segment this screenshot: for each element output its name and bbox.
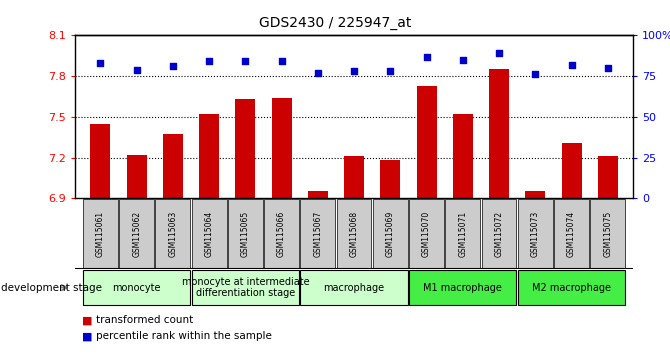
Point xyxy=(385,68,396,74)
Point xyxy=(168,63,178,69)
Bar xyxy=(90,124,111,198)
Point xyxy=(349,68,360,74)
FancyBboxPatch shape xyxy=(446,199,480,268)
Point xyxy=(131,67,142,73)
Text: GSM115069: GSM115069 xyxy=(386,211,395,257)
Bar xyxy=(489,69,509,198)
Text: GSM115070: GSM115070 xyxy=(422,211,431,257)
Bar xyxy=(381,160,400,198)
Bar xyxy=(163,135,183,198)
FancyBboxPatch shape xyxy=(83,270,190,306)
Text: M2 macrophage: M2 macrophage xyxy=(532,282,611,293)
Text: GSM115072: GSM115072 xyxy=(494,211,504,257)
FancyBboxPatch shape xyxy=(409,270,517,306)
Text: GSM115065: GSM115065 xyxy=(241,211,250,257)
FancyBboxPatch shape xyxy=(300,199,335,268)
FancyBboxPatch shape xyxy=(590,199,625,268)
FancyBboxPatch shape xyxy=(554,199,589,268)
Bar xyxy=(561,143,582,198)
Text: transformed count: transformed count xyxy=(96,315,194,325)
Text: GSM115066: GSM115066 xyxy=(277,211,286,257)
Text: development stage: development stage xyxy=(1,282,103,293)
Point xyxy=(240,59,251,64)
Point xyxy=(530,72,541,77)
FancyBboxPatch shape xyxy=(192,199,226,268)
Bar xyxy=(235,99,255,198)
Bar xyxy=(453,114,473,198)
Text: GSM115075: GSM115075 xyxy=(603,211,612,257)
Bar xyxy=(417,86,437,198)
Point xyxy=(276,59,287,64)
Text: GSM115071: GSM115071 xyxy=(458,211,467,257)
Point xyxy=(494,51,505,56)
Text: GDS2430 / 225947_at: GDS2430 / 225947_at xyxy=(259,16,411,30)
FancyBboxPatch shape xyxy=(373,199,408,268)
FancyBboxPatch shape xyxy=(518,270,625,306)
FancyBboxPatch shape xyxy=(300,270,408,306)
Text: monocyte: monocyte xyxy=(113,282,161,293)
Point xyxy=(204,59,214,64)
FancyBboxPatch shape xyxy=(228,199,263,268)
Bar xyxy=(598,156,618,198)
Point xyxy=(421,54,432,59)
FancyBboxPatch shape xyxy=(409,199,444,268)
Text: ■: ■ xyxy=(82,331,92,341)
Bar xyxy=(199,114,219,198)
Text: GSM115074: GSM115074 xyxy=(567,211,576,257)
Text: M1 macrophage: M1 macrophage xyxy=(423,282,502,293)
FancyBboxPatch shape xyxy=(518,199,553,268)
Text: GSM115064: GSM115064 xyxy=(204,211,214,257)
Text: GSM115068: GSM115068 xyxy=(350,211,358,257)
Bar xyxy=(308,192,328,198)
Bar xyxy=(271,98,291,198)
Point xyxy=(602,65,613,71)
FancyBboxPatch shape xyxy=(337,199,371,268)
Point xyxy=(458,57,468,63)
Point xyxy=(95,60,106,66)
Text: percentile rank within the sample: percentile rank within the sample xyxy=(96,331,272,341)
FancyBboxPatch shape xyxy=(192,270,299,306)
FancyBboxPatch shape xyxy=(155,199,190,268)
Text: GSM115067: GSM115067 xyxy=(314,211,322,257)
Bar xyxy=(525,192,545,198)
FancyBboxPatch shape xyxy=(264,199,299,268)
Text: monocyte at intermediate
differentiation stage: monocyte at intermediate differentiation… xyxy=(182,277,309,298)
FancyBboxPatch shape xyxy=(119,199,154,268)
FancyBboxPatch shape xyxy=(83,199,118,268)
Text: GSM115063: GSM115063 xyxy=(168,211,178,257)
Text: macrophage: macrophage xyxy=(324,282,385,293)
Point xyxy=(566,62,577,68)
FancyBboxPatch shape xyxy=(482,199,517,268)
Bar xyxy=(344,156,364,198)
Text: GSM115073: GSM115073 xyxy=(531,211,540,257)
Text: ■: ■ xyxy=(82,315,92,325)
Bar xyxy=(127,155,147,198)
Point xyxy=(312,70,323,76)
Text: GSM115061: GSM115061 xyxy=(96,211,105,257)
Text: GSM115062: GSM115062 xyxy=(132,211,141,257)
